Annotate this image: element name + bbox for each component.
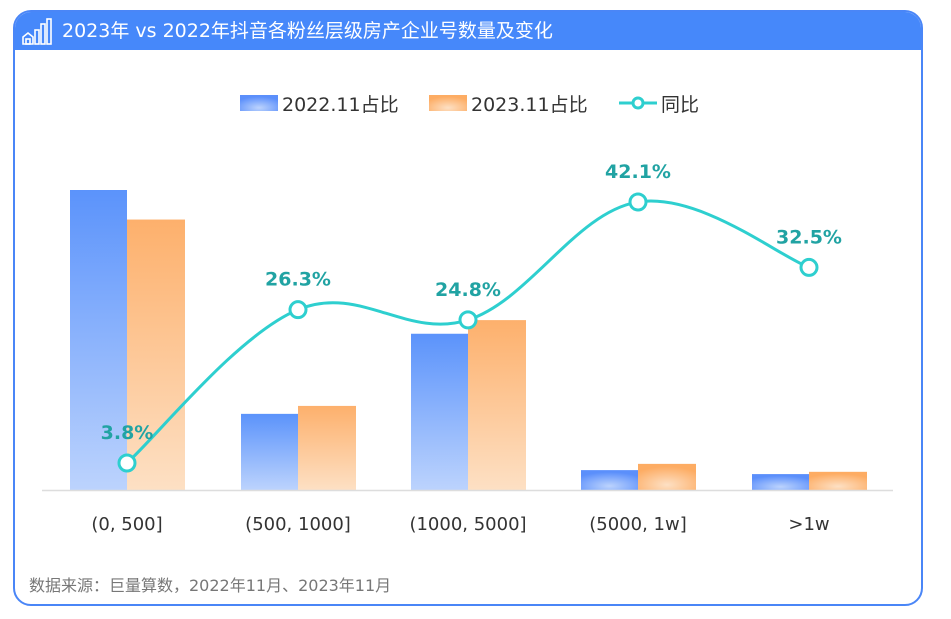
x-tick-label: (0, 500] <box>91 514 162 535</box>
x-tick-label: (500, 1000] <box>245 514 351 535</box>
chart-title: 2023年 vs 2022年抖音各粉丝层级房产企业号数量及变化 <box>62 20 553 42</box>
yoy-point <box>628 192 648 212</box>
legend-swatch-2023 <box>429 95 467 111</box>
bar-2023-0 <box>127 219 185 490</box>
yoy-point <box>458 310 478 330</box>
yoy-line-group: 3.8% 26.3% 24.8% 42.1% 32.5% <box>101 161 842 473</box>
x-tick-labels: (0, 500] (500, 1000] (1000, 5000] (5000, 1w… <box>91 514 829 535</box>
bar-2022-4 <box>752 474 809 490</box>
bar-2023-4 <box>809 471 867 490</box>
bar-2022-3 <box>581 470 638 490</box>
yoy-data-label: 24.8% <box>435 279 501 301</box>
legend-marker-yoy <box>631 96 645 110</box>
bar-2023-1 <box>298 405 356 490</box>
x-tick-label: (5000, 1w] <box>589 514 686 535</box>
bar-2022-1 <box>241 413 298 490</box>
bar-2022-2 <box>411 333 468 490</box>
bar-2022-0 <box>70 190 127 490</box>
header-bar: 2023年 vs 2022年抖音各粉丝层级房产企业号数量及变化 <box>15 12 921 50</box>
legend-label-yoy: 同比 <box>661 94 699 116</box>
yoy-point <box>799 257 819 277</box>
bar-2023-3 <box>638 463 696 490</box>
x-tick-label: (1000, 5000] <box>409 514 526 535</box>
data-source-note: 数据来源：巨量算数，2022年11月、2023年11月 <box>29 576 392 595</box>
yoy-point <box>288 300 308 320</box>
x-tick-label: >1w <box>788 514 829 535</box>
bars-group <box>70 190 867 490</box>
house-bar-chart-icon <box>22 18 52 45</box>
legend: 2022.11占比 2023.11占比 同比 <box>240 94 699 116</box>
yoy-point <box>117 453 137 473</box>
bar-2023-2 <box>468 320 526 490</box>
legend-label-2023: 2023.11占比 <box>471 94 588 116</box>
yoy-data-label: 26.3% <box>265 269 331 291</box>
yoy-data-label: 32.5% <box>776 226 842 248</box>
yoy-data-label: 42.1% <box>605 161 671 183</box>
legend-swatch-2022 <box>240 95 278 111</box>
yoy-data-label: 3.8% <box>101 422 154 444</box>
legend-label-2022: 2022.11占比 <box>282 94 399 116</box>
